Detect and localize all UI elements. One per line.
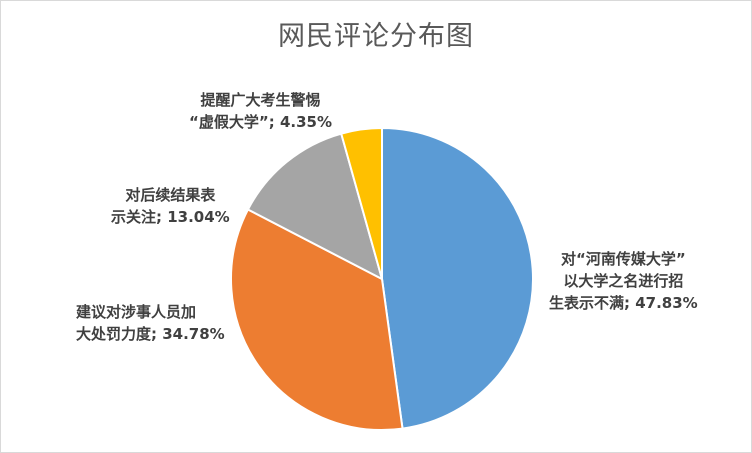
slice-label-3-line-0: 提醒广大考生警惕	[200, 91, 321, 109]
pie-slice-1	[230, 208, 404, 431]
slice-label-3: 提醒广大考生警惕 “虚假大学”; 4.35%	[189, 89, 332, 133]
pie-slice-2	[246, 132, 383, 280]
slice-label-0-line-0: 对“河南传媒大学”	[560, 250, 686, 268]
slice-label-2-line-1: 示关注; 13.04%	[111, 208, 230, 226]
slice-label-0: 对“河南传媒大学” 以大学之名进行招 生表示不满; 47.83%	[549, 248, 698, 314]
slice-label-2-line-0: 对后续结果表	[125, 186, 216, 204]
slice-label-3-line-1: “虚假大学”; 4.35%	[189, 113, 332, 131]
pie-slice-3	[340, 127, 383, 280]
slice-label-0-line-1: 以大学之名进行招	[563, 272, 684, 290]
chart-title: 网民评论分布图	[278, 21, 474, 52]
slice-label-2: 对后续结果表 示关注; 13.04%	[111, 184, 230, 228]
slice-label-1: 建议对涉事人员加 大处罚力度; 34.78%	[76, 301, 225, 345]
slice-label-0-line-2: 生表示不满; 47.83%	[549, 294, 698, 312]
pie-slice-0	[381, 127, 534, 430]
slice-label-1-line-0: 建议对涉事人员加	[76, 303, 197, 321]
slice-label-1-line-1: 大处罚力度; 34.78%	[76, 325, 225, 343]
